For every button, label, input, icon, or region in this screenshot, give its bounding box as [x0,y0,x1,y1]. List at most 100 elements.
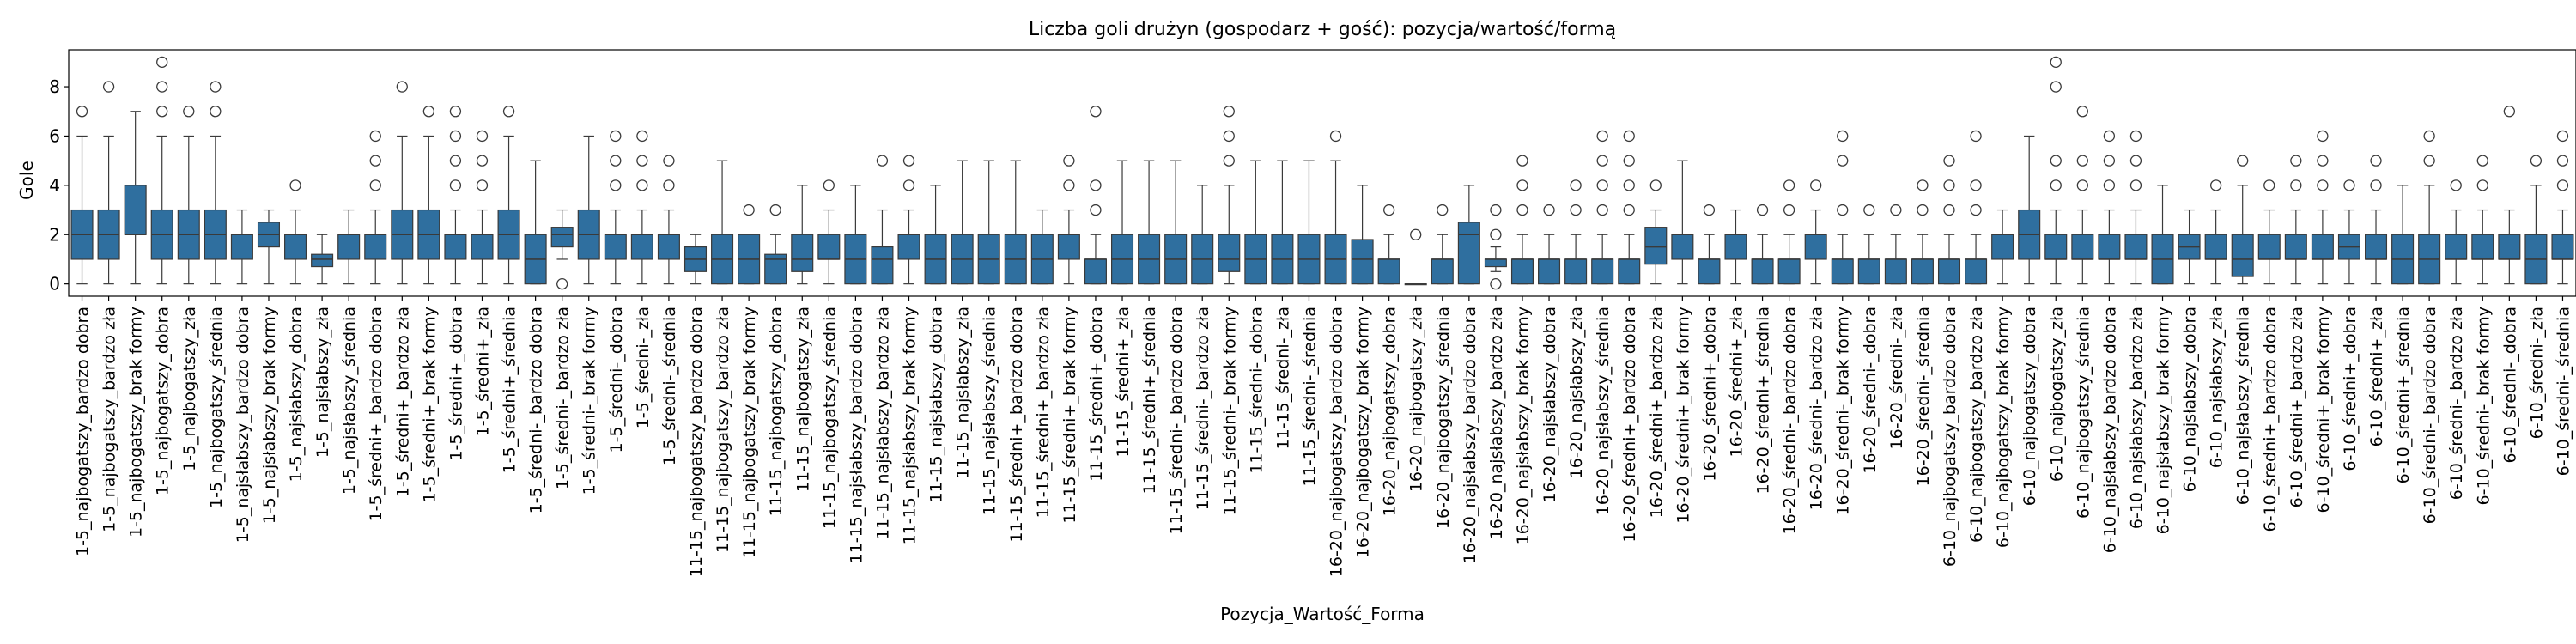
x-tick-label: 16-20_najsłabszy_brak formy [1514,307,1533,544]
box [1377,258,1400,285]
outlier-point [1090,204,1102,216]
outlier-point [396,81,408,93]
outlier-point [663,179,675,191]
box [1991,234,2014,260]
outlier-point [2050,179,2062,191]
x-tick-label: 6-10_średni+_brak formy [2314,307,2333,513]
x-tick-label: 16-20_najsłabszy_bardzo dobra [1461,307,1479,563]
outlier-point [102,81,115,93]
outlier-point [2423,130,2435,143]
x-tick-label: 11-15_najbogatszy_bardzo zła [714,307,732,553]
outlier-point [769,204,781,216]
box [1911,258,1934,285]
box [311,253,334,268]
outlier-point [1570,179,1582,191]
x-tick-label: 6-10_średni+_bardzo dobra [2261,307,2280,532]
x-tick-label: 1-5_średni+_brak formy [420,307,439,502]
outlier-point [449,179,462,191]
x-tick-label: 16-20_średni+_bardzo dobra [1620,307,1639,543]
x-tick-label: 16-20_średni+_dobra [1700,307,1719,482]
x-tick-label: 16-20_średni-_średnia [1914,307,1933,486]
outlier-point [1329,130,1342,143]
box [2044,234,2068,260]
box [1857,258,1880,285]
outlier-point [2317,179,2329,191]
x-tick-label: 11-15_średni+_średnia [1140,307,1159,495]
x-tick-label: 6-10_średni+_bardzo zła [2287,307,2306,507]
outlier-point [2129,179,2142,191]
outlier-point [1223,130,1235,143]
outlier-point [663,155,675,167]
x-tick-label: 11-15_średni+_brak formy [1060,307,1079,524]
outlier-point [2103,130,2116,143]
x-tick-label: 6-10_najbogatszy_średnia [2074,307,2093,519]
outlier-point [156,81,168,93]
outlier-point [556,277,568,290]
outlier-point [2450,179,2462,191]
x-tick-label: 6-10_średni-_bardzo dobra [2421,307,2439,524]
outlier-point [210,81,222,93]
x-tick-label: 11-15_średni+_zła [1114,307,1133,458]
outlier-point [1970,130,1982,143]
x-tick-label: 1-5_średni-_dobra [607,307,626,453]
outlier-point [2237,155,2249,167]
x-tick-label: 6-10_najsłabszy_bardzo dobra [2100,307,2119,553]
outlier-point [610,155,622,167]
outlier-point [1943,179,1955,191]
x-tick-label: 16-20_najbogatszy_bardzo dobra [1327,307,1346,577]
x-tick-label: 1-5_najbogatszy_dobra [154,307,173,495]
outlier-point [369,155,381,167]
x-tick-label: 11-15_średni-_zła [1273,307,1292,449]
x-tick-label: 6-10_średni+_średnia [2394,307,2413,483]
box [124,185,147,235]
x-tick-label: 6-10_najbogatszy_bardzo dobra [1941,307,1959,567]
outlier-point [1837,204,1849,216]
box [791,234,814,272]
outlier-point [2050,56,2062,68]
x-tick-label: 6-10_średni-_dobra [2500,307,2519,464]
x-tick-label: 16-20_średni-_zła [1887,307,1906,449]
outlier-point [1090,179,1102,191]
outlier-point [1490,204,1502,216]
outlier-point [156,56,168,68]
outlier-point [1623,130,1635,143]
x-tick-label: 16-20_najbogatszy_zła [1407,307,1426,492]
outlier-point [636,155,648,167]
outlier-point [2503,106,2515,118]
outlier-point [1623,155,1635,167]
box [284,234,307,260]
outlier-point [449,130,462,143]
box [1644,227,1668,265]
plot-area: 0 2 4 6 8 1-5_najbogatszy_bardzo dobra 1-5_naj… [49,56,2574,577]
y-tick-label: 0 [49,274,60,295]
outlier-point [2476,155,2488,167]
x-tick-label: 1-5_najsłabszy_brak formy [260,307,279,524]
x-tick-label: 1-5_najsłabszy_dobra [287,307,306,482]
x-tick-label: 1-5_średni+_średnia [501,307,519,473]
x-tick-label: 16-20_najbogatszy_dobra [1381,307,1400,516]
x-tick-label: 11-15_najsłabszy_bardzo zła [873,307,892,539]
outlier-point [289,179,301,191]
outlier-point [210,106,222,118]
outlier-point [422,106,435,118]
outlier-point [1410,228,1422,240]
box [1351,239,1374,285]
x-tick-label: 11-15_średni-_bardzo zła [1194,307,1212,510]
outlier-point [183,106,195,118]
outlier-point [1570,204,1582,216]
x-tick-label: 11-15_średni-_brak formy [1220,307,1239,516]
outlier-point [1837,155,1849,167]
box [897,234,920,260]
outlier-point [1596,204,1608,216]
box [230,234,253,260]
outlier-point [156,106,168,118]
y-tick-label: 4 [49,175,60,196]
outlier-point [502,106,515,118]
x-tick-label: 1-5_średni-_średnia [660,307,679,465]
x-tick-label: 1-5_najbogatszy_zła [180,307,199,471]
box [1564,258,1588,285]
outlier-point [1596,179,1608,191]
outlier-point [636,130,648,143]
outlier-point [1783,179,1795,191]
